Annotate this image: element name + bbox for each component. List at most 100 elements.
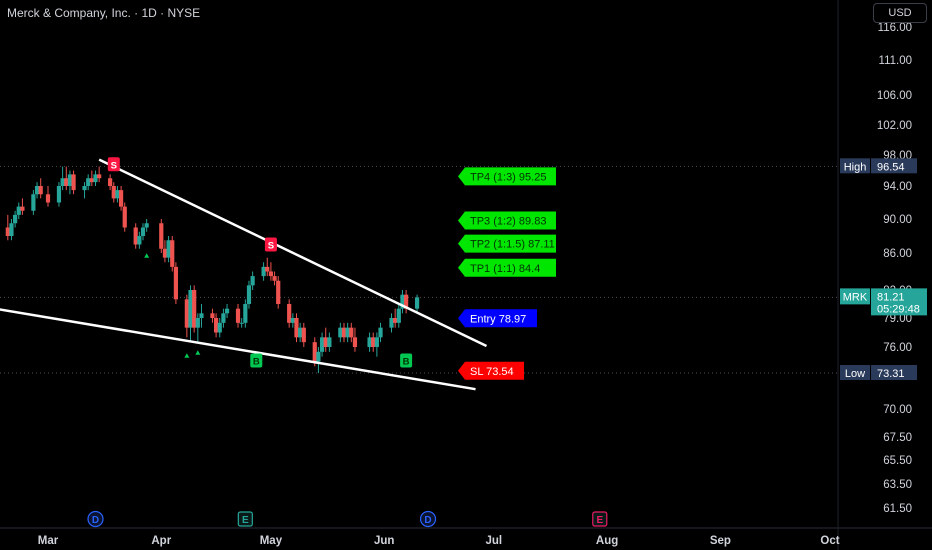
candle-body [224, 308, 230, 314]
candle-body [20, 206, 25, 211]
candle-body [341, 327, 347, 338]
candle-body [276, 280, 281, 304]
level-tag-tp [458, 234, 556, 253]
candle-body [393, 318, 398, 323]
event-marker-label: E [596, 515, 603, 526]
signal-triangle [184, 353, 190, 358]
candle-body [16, 206, 21, 215]
dividend-event-marker [87, 510, 104, 528]
low-value: 73.31 [877, 368, 905, 380]
candle-body [144, 223, 149, 228]
signal-triangle [195, 350, 201, 355]
last-price-tag [871, 288, 927, 316]
candle-body [173, 266, 178, 300]
candle-body [396, 308, 401, 323]
candle-body [345, 327, 350, 338]
candle-body [188, 290, 193, 328]
x-tick-label: Jul [486, 535, 503, 547]
candle-body [338, 327, 343, 338]
candle-body [272, 276, 277, 281]
candle-body [170, 240, 175, 267]
event-marker-label: E [242, 515, 249, 526]
candle-body [210, 313, 215, 318]
candle-body [268, 271, 274, 277]
candle-body [118, 190, 124, 207]
candle-body [115, 190, 120, 199]
candle-body [97, 174, 102, 179]
signal-marker-label: B [253, 357, 260, 368]
low-tag-label: Low [845, 368, 865, 380]
candle-body [374, 337, 379, 347]
level-tag-label: SL 73.54 [470, 366, 514, 378]
candle-body [221, 313, 226, 323]
earnings-event-marker [592, 511, 608, 527]
candle-body [235, 308, 241, 323]
symbol-tag-label: MRK [843, 291, 868, 303]
x-tick-label: Sep [710, 535, 731, 547]
earnings-event-marker [237, 511, 253, 527]
signal-marker-buy [400, 353, 413, 368]
countdown-label: 05:29:48 [877, 303, 920, 315]
level-tag-label: TP2 (1:1.5) 87.11 [470, 239, 555, 251]
event-marker-label: D [424, 515, 431, 526]
low-tag [840, 365, 870, 381]
candle-body [122, 206, 127, 228]
low-value-tag [871, 365, 917, 381]
candle-body [404, 294, 409, 309]
candle-body [38, 186, 43, 195]
candle-body [301, 327, 306, 343]
currency-button[interactable]: USD [873, 3, 927, 23]
candle-body [243, 304, 248, 323]
candle-body [13, 214, 18, 224]
candle-body [9, 223, 14, 236]
dividend-event-marker [419, 510, 437, 528]
level-tag-label: Entry 78.97 [470, 313, 526, 325]
level-tag-label: TP4 (1:3) 95.25 [470, 171, 546, 183]
candle-body [316, 351, 321, 362]
x-tick-label: Mar [38, 535, 59, 547]
signal-marker-buy [250, 353, 263, 368]
candle-body [378, 327, 383, 338]
y-tick-label: 102.00 [877, 120, 912, 132]
high-value: 96.54 [877, 161, 905, 173]
chart-title: Merck & Company, Inc. · 1D · NYSE [7, 6, 201, 20]
candle-body [195, 318, 200, 328]
x-tick-label: Oct [820, 535, 839, 547]
level-tag-tp [458, 211, 556, 230]
candle-body [294, 318, 299, 338]
signal-marker-label: S [268, 241, 274, 252]
candle-body [133, 227, 138, 245]
candle-body [71, 174, 76, 191]
candle-body [86, 178, 91, 186]
candle-body [56, 186, 62, 203]
candle-body [265, 266, 270, 272]
candle-body [319, 337, 325, 352]
y-tick-label: 70.00 [883, 404, 912, 416]
candle-body [67, 174, 73, 186]
y-tick-label: 106.00 [877, 90, 912, 102]
y-tick-label: 86.00 [883, 248, 912, 260]
y-tick-label: 111.00 [879, 55, 912, 67]
level-tag-label: TP3 (1:2) 89.83 [470, 215, 546, 227]
y-tick-label: 76.00 [883, 342, 912, 354]
candle-body [389, 318, 394, 328]
candle-body [239, 322, 244, 324]
candle-body [371, 337, 376, 347]
signal-triangle [144, 253, 150, 258]
candle-body [108, 178, 113, 186]
candle-body [31, 194, 36, 211]
candle-body [166, 240, 171, 258]
level-tag-entry [458, 309, 537, 328]
candle-body [34, 186, 40, 195]
last-price-value: 81.21 [877, 291, 905, 303]
event-marker-label: D [92, 515, 99, 526]
signal-marker-sell [107, 157, 120, 172]
candle-body [192, 290, 197, 328]
candle-body [250, 276, 255, 286]
high-value-tag [871, 158, 917, 174]
candle-body [199, 313, 204, 318]
candle-body [400, 294, 405, 309]
y-tick-label: 90.00 [883, 214, 912, 226]
candle-body [349, 327, 354, 338]
